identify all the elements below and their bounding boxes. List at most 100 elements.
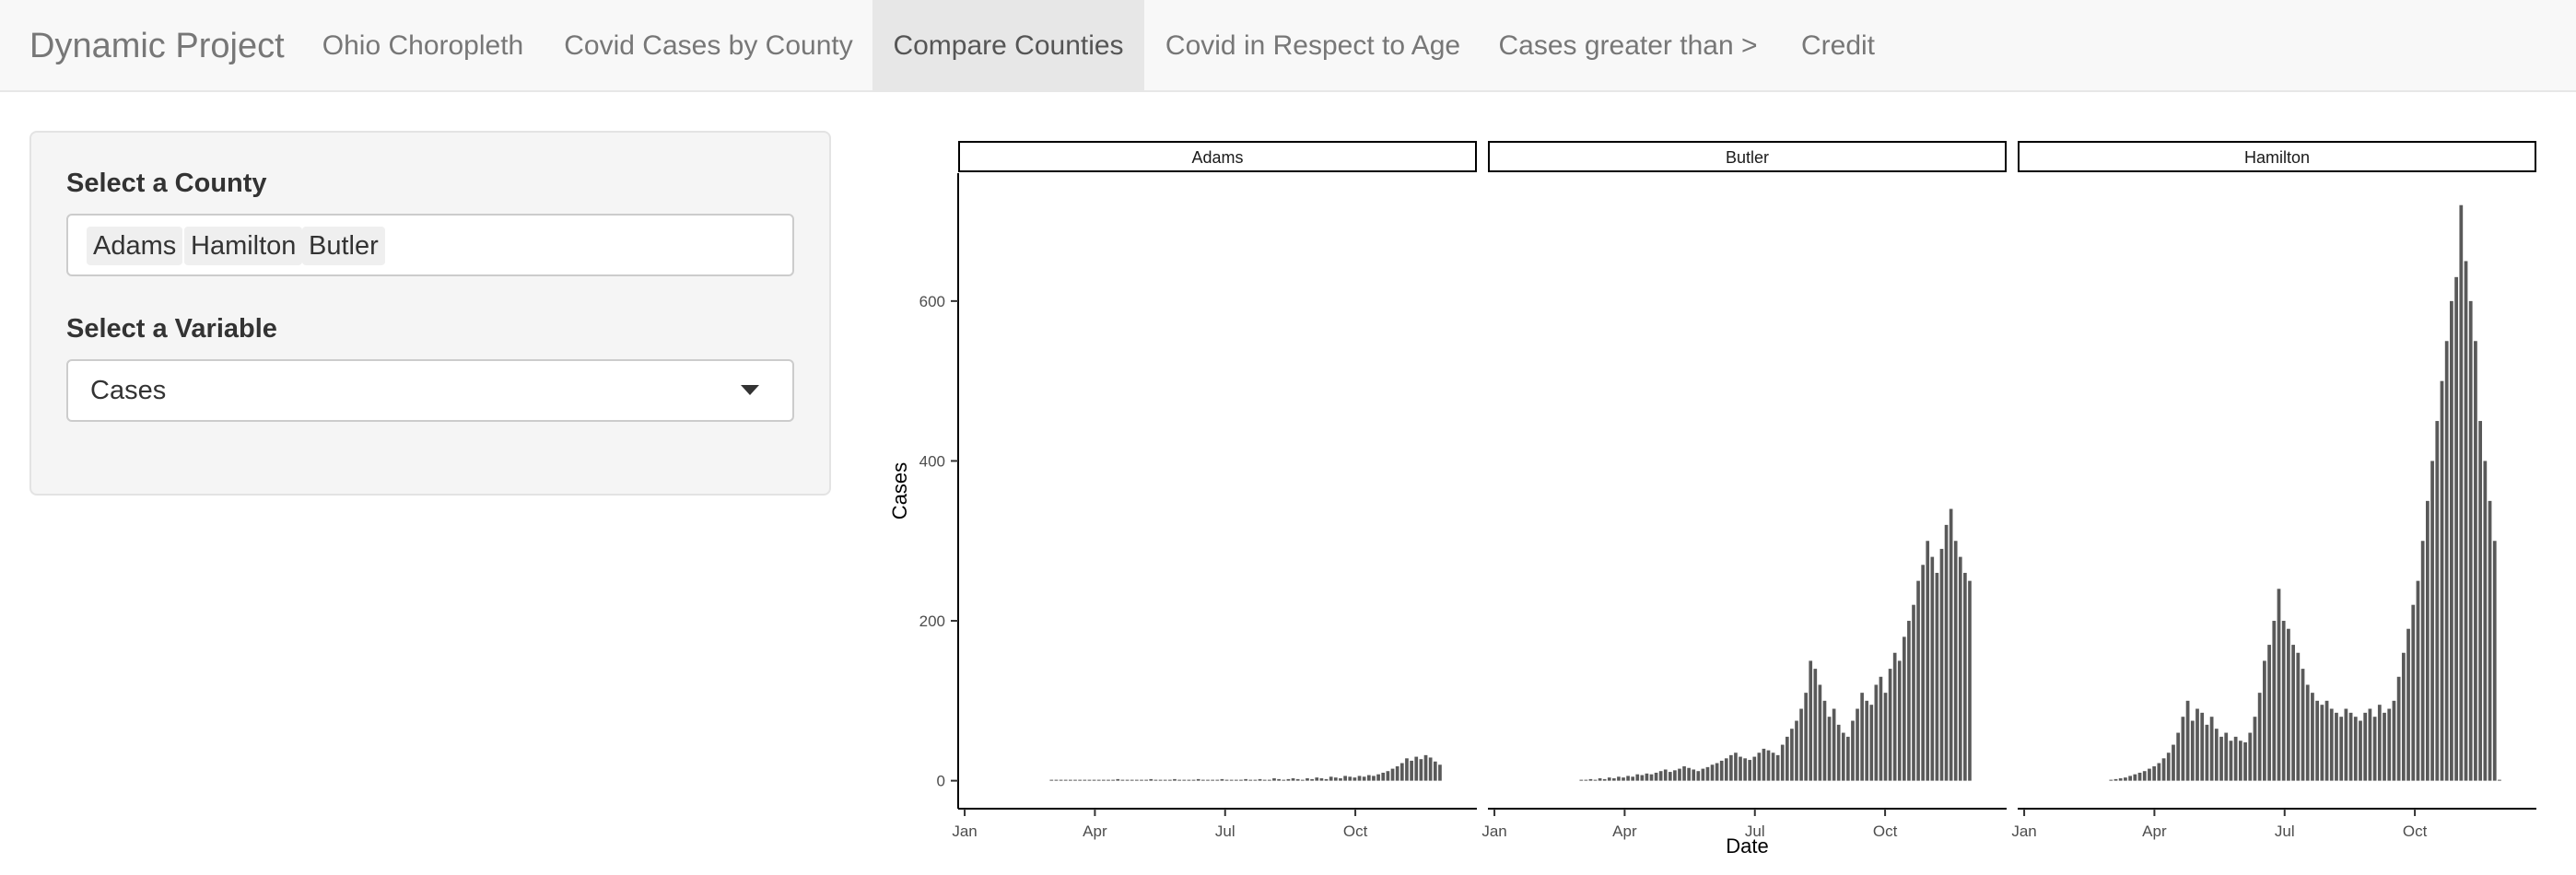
bar (1310, 778, 1314, 781)
bar (1381, 772, 1386, 781)
y-tick-label: 600 (919, 293, 945, 310)
bar (1272, 778, 1276, 781)
bar (2109, 779, 2113, 781)
bar (1229, 779, 1234, 781)
variable-select[interactable]: Cases (66, 359, 794, 422)
bar (2435, 421, 2440, 781)
bar (1739, 756, 1742, 781)
bar (2128, 776, 2132, 781)
bar (2185, 700, 2190, 781)
bar (2113, 778, 2118, 781)
bar (1921, 565, 1925, 781)
county-chip-hamilton[interactable]: Hamilton (184, 227, 303, 265)
bar (2209, 717, 2214, 781)
bar (1410, 760, 1413, 781)
bar (1617, 776, 1621, 781)
bar (2152, 766, 2157, 781)
bar (2253, 717, 2257, 781)
bar (2383, 712, 2386, 781)
bar (2219, 736, 2223, 781)
bar (1635, 774, 1640, 781)
bar (1295, 778, 1300, 781)
bar (1107, 779, 1110, 781)
bar (2161, 758, 2166, 781)
bar (1598, 778, 1602, 781)
bar (2464, 261, 2468, 781)
bar (2430, 461, 2434, 781)
bar (1715, 763, 1719, 781)
bar (1678, 768, 1681, 781)
bar (2311, 693, 2314, 781)
bar (2195, 708, 2199, 781)
bar (1916, 580, 1920, 781)
bar (2478, 421, 2483, 781)
bar (1220, 778, 1224, 781)
bar (2339, 717, 2344, 781)
bar (1939, 548, 1944, 781)
tab-covid-cases-by-county[interactable]: Covid Cases by County (564, 30, 853, 61)
bar (1593, 779, 1598, 781)
bar (2272, 621, 2277, 781)
bar (1300, 779, 1305, 781)
bar (1224, 779, 1229, 781)
bar (1888, 669, 1892, 781)
county-multiselect[interactable]: Adams Hamilton Butler (66, 214, 794, 276)
bar (2305, 684, 2310, 781)
tab-ohio-choropleth[interactable]: Ohio Choropleth (322, 30, 524, 61)
bar (1757, 752, 1762, 781)
bar (1267, 779, 1271, 781)
bar (1883, 693, 1888, 781)
bar (2320, 705, 2324, 781)
bar (1865, 700, 1869, 781)
bar (1907, 621, 1911, 781)
county-chip-butler[interactable]: Butler (302, 227, 385, 265)
bar (1944, 524, 1949, 781)
bar (1846, 736, 1850, 781)
bar (1087, 779, 1092, 781)
bar (2315, 700, 2320, 781)
bar (1809, 660, 1813, 781)
bar (1673, 770, 1677, 781)
bar (2368, 708, 2372, 781)
bar (2406, 628, 2410, 781)
facet-strip (1488, 141, 2007, 172)
bar (1078, 779, 1082, 781)
bar (2483, 461, 2488, 781)
tab-cases-greater-than[interactable]: Cases greater than > (1498, 30, 1758, 61)
bar (1111, 779, 1115, 781)
bar (2124, 777, 2127, 781)
bar (1073, 779, 1077, 781)
bar (1930, 556, 1935, 781)
bar (1860, 693, 1864, 781)
x-tick-label: Jul (1745, 822, 1765, 840)
bar (1729, 754, 1733, 781)
facet-strip-label: Butler (1726, 148, 1769, 167)
bar (1438, 764, 1442, 781)
x-tick-label: Apr (2142, 822, 2167, 840)
bar (2137, 772, 2142, 781)
bar (1167, 779, 1172, 781)
x-tick-label: Apr (1083, 822, 1107, 840)
faceted-bar-chart: Cases 0 200 400 600 Adams Jan Apr Jul Oct Butler Ja… (888, 141, 2536, 858)
bar (1724, 758, 1728, 781)
bar (2348, 712, 2353, 781)
bar (1588, 778, 1593, 781)
bar (1795, 720, 1798, 781)
tab-covid-in-respect-to-age[interactable]: Covid in Respect to Age (1165, 30, 1461, 61)
bar (2142, 771, 2147, 781)
bar (2359, 720, 2362, 781)
bar (1390, 768, 1395, 781)
county-select-label: Select a County (66, 169, 267, 198)
county-chip-adams[interactable]: Adams (87, 227, 183, 265)
bar (1395, 766, 1399, 781)
brand-title[interactable]: Dynamic Project (29, 27, 285, 65)
bar (1687, 767, 1691, 781)
tab-credit[interactable]: Credit (1800, 30, 1876, 61)
y-tick-label: 400 (919, 452, 945, 470)
navbar: Dynamic Project Ohio Choropleth Covid Ca… (0, 0, 2576, 92)
bar (2420, 541, 2425, 781)
bar (1579, 779, 1584, 781)
facet-strip-label: Hamilton (2244, 148, 2310, 167)
chevron-down-icon[interactable] (741, 385, 759, 395)
tab-compare-counties[interactable]: Compare Counties (872, 0, 1144, 92)
